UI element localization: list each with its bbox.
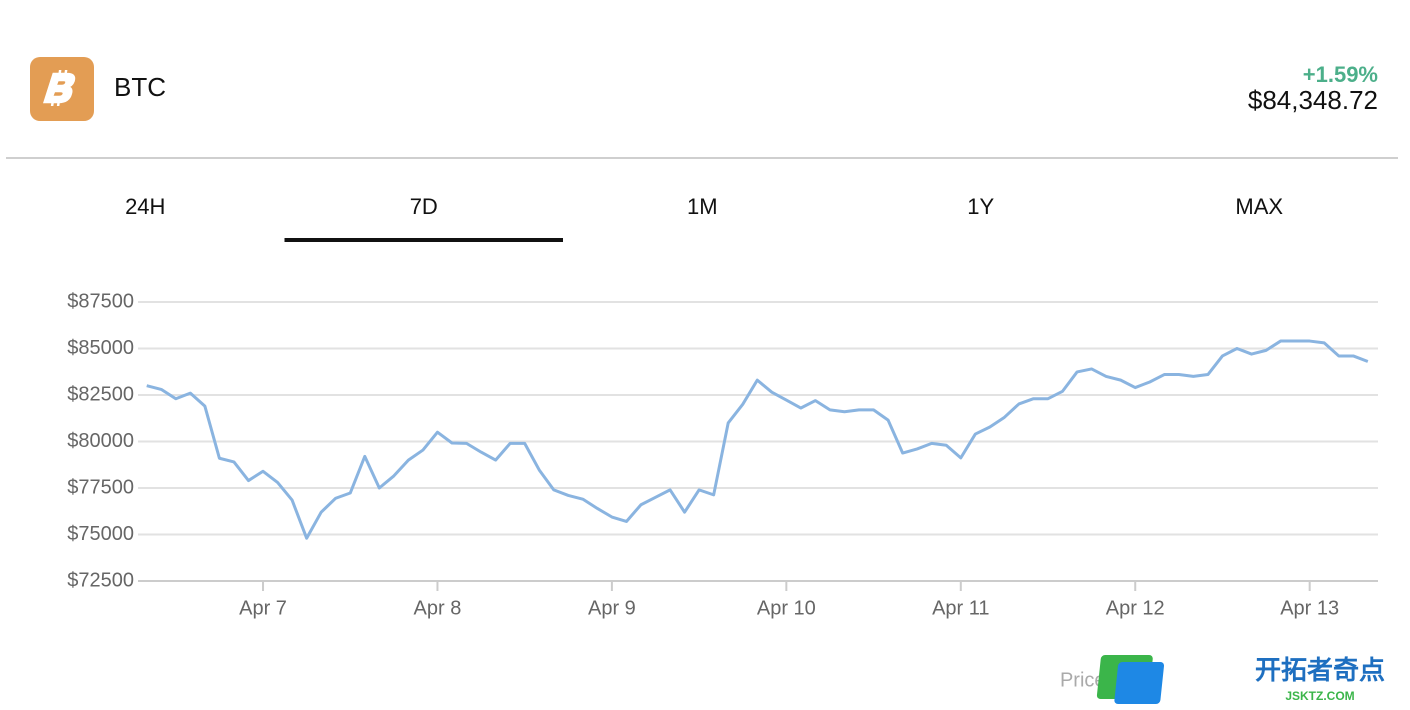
tab[interactable]: 1Y — [967, 194, 994, 219]
y-tick-label: $85000 — [67, 337, 134, 359]
tab[interactable]: 1M — [687, 194, 718, 219]
x-tick-label: Apr 9 — [588, 597, 636, 619]
y-tick-label: $87500 — [67, 290, 134, 312]
bitcoin-glyph — [42, 70, 76, 106]
tab[interactable]: 7D — [410, 194, 438, 219]
x-tick-label: Apr 13 — [1280, 597, 1339, 619]
tab[interactable]: 24H — [125, 194, 165, 219]
watermark: 开拓者奇点 — [1255, 655, 1385, 685]
y-tick-label: $72500 — [67, 569, 134, 591]
logo-back — [1114, 662, 1165, 704]
x-tick-label: Apr 10 — [757, 597, 816, 619]
x-tick-label: Apr 8 — [414, 597, 462, 619]
x-tick-label: Apr 11 — [932, 597, 989, 619]
x-tick-label: Apr 12 — [1106, 597, 1165, 619]
y-tick-label: $77500 — [67, 476, 134, 498]
price-line — [146, 339, 1369, 540]
change: +1.59% — [1303, 62, 1378, 87]
y-tick-label: $82500 — [67, 383, 134, 405]
x-tick-label: Apr 7 — [239, 597, 287, 619]
price: $84,348.72 — [1248, 85, 1378, 115]
symbol: BTC — [114, 72, 166, 102]
y-tick-label: $75000 — [67, 523, 134, 545]
y-tick-label: $80000 — [67, 430, 134, 452]
watermark-url: JSKTZ.COM — [1285, 689, 1354, 703]
tab[interactable]: MAX — [1235, 194, 1283, 219]
